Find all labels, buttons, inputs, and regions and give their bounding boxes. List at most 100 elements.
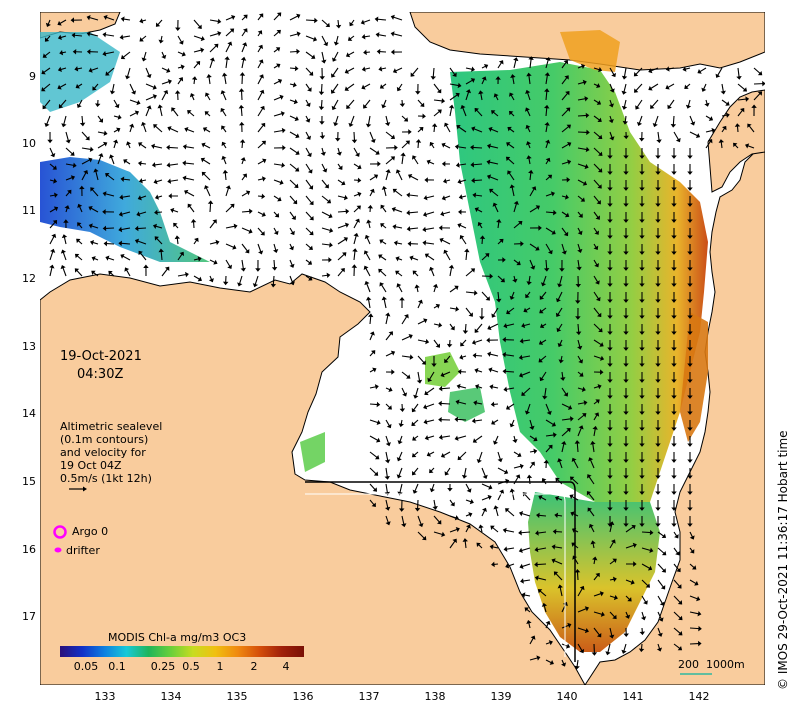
velocity-arrow-head	[698, 625, 702, 632]
velocity-arrow	[209, 221, 216, 229]
velocity-arrow	[398, 451, 403, 459]
velocity-arrow-head	[578, 359, 584, 364]
velocity-arrow-head	[534, 546, 539, 553]
velocity-arrow-head	[574, 569, 581, 573]
velocity-arrow-head	[623, 283, 629, 287]
velocity-arrow-head	[639, 235, 645, 239]
velocity-arrow-head	[695, 133, 701, 138]
velocity-arrow	[457, 435, 467, 439]
velocity-arrow-head	[158, 39, 164, 44]
velocity-arrow-head	[640, 616, 647, 621]
velocity-arrow	[193, 49, 202, 53]
velocity-arrow-head	[396, 474, 402, 479]
velocity-arrow-head	[399, 408, 406, 413]
velocity-arrow	[225, 16, 233, 21]
velocity-arrow-head	[454, 416, 459, 423]
velocity-arrow	[394, 190, 403, 197]
velocity-arrow	[505, 354, 515, 357]
velocity-arrow	[554, 546, 563, 549]
velocity-arrow	[273, 113, 283, 117]
velocity-arrow-head	[590, 440, 596, 445]
velocity-arrow-head	[255, 268, 261, 272]
velocity-arrow-head	[553, 571, 559, 576]
velocity-arrow	[369, 316, 372, 325]
velocity-arrow	[156, 179, 163, 183]
velocity-arrow-head	[607, 427, 613, 431]
velocity-arrow-head	[364, 234, 370, 240]
velocity-arrow	[526, 403, 531, 413]
velocity-arrow-head	[678, 615, 683, 621]
velocity-arrow-head	[506, 142, 511, 147]
velocity-arrow	[397, 171, 403, 181]
velocity-arrow	[333, 51, 339, 60]
velocity-arrow-head	[607, 235, 613, 239]
velocity-arrow-head	[77, 203, 83, 209]
velocity-arrow-head	[470, 161, 475, 168]
velocity-arrow-head	[123, 159, 128, 164]
velocity-arrow	[209, 32, 219, 37]
velocity-arrow	[465, 67, 473, 70]
velocity-arrow-head	[535, 205, 541, 210]
velocity-arrow	[545, 107, 548, 117]
map-panel[interactable]	[40, 12, 765, 685]
velocity-arrow	[747, 145, 755, 149]
velocity-arrow	[721, 99, 728, 105]
velocity-arrow	[529, 243, 538, 250]
velocity-arrow	[528, 157, 531, 165]
velocity-arrow	[193, 19, 201, 28]
velocity-arrow	[538, 514, 547, 517]
velocity-arrow-head	[555, 477, 560, 483]
velocity-arrow-head	[543, 268, 550, 272]
velocity-arrow	[717, 67, 723, 76]
velocity-arrow-head	[167, 178, 172, 184]
velocity-arrow	[106, 16, 115, 21]
velocity-arrow-head	[677, 645, 683, 651]
velocity-arrow	[506, 547, 515, 550]
velocity-arrow-head	[485, 296, 490, 301]
velocity-arrow-head	[86, 15, 91, 21]
velocity-arrow	[154, 163, 163, 166]
map-canvas[interactable]	[40, 12, 765, 685]
velocity-arrow-head	[474, 328, 479, 333]
velocity-arrow-head	[161, 54, 167, 59]
velocity-arrow-head	[488, 484, 493, 490]
velocity-arrow	[241, 175, 246, 181]
velocity-arrow	[545, 659, 552, 664]
velocity-arrow	[409, 211, 419, 214]
velocity-arrow-head	[119, 34, 124, 40]
velocity-arrow-head	[116, 127, 121, 133]
velocity-arrow-head	[689, 535, 695, 540]
velocity-arrow	[257, 178, 264, 181]
velocity-arrow	[77, 240, 83, 245]
velocity-arrow-head	[392, 224, 397, 230]
velocity-arrow-head	[502, 368, 507, 375]
velocity-arrow	[476, 369, 483, 373]
velocity-arrow-head	[655, 267, 661, 271]
velocity-arrow-head	[166, 144, 170, 151]
velocity-arrow-head	[539, 308, 544, 314]
velocity-arrow	[734, 144, 739, 149]
velocity-arrow	[364, 67, 371, 70]
velocity-arrow-head	[689, 549, 695, 554]
velocity-arrow-head	[184, 189, 189, 195]
velocity-arrow	[129, 126, 133, 133]
velocity-arrow	[686, 83, 691, 88]
velocity-arrow-head	[413, 394, 419, 399]
velocity-arrow-head	[296, 48, 300, 55]
velocity-arrow-head	[281, 127, 286, 134]
velocity-arrow	[477, 208, 483, 213]
velocity-arrow	[97, 143, 106, 149]
velocity-arrow	[353, 147, 359, 155]
velocity-arrow	[689, 531, 693, 538]
velocity-arrow-head	[595, 215, 600, 220]
velocity-arrow-head	[491, 420, 496, 425]
velocity-arrow	[510, 94, 515, 101]
velocity-arrow-head	[493, 93, 499, 98]
velocity-arrow	[561, 371, 564, 379]
velocity-arrow-head	[441, 142, 446, 148]
velocity-arrow	[335, 35, 339, 44]
velocity-arrow-head	[528, 169, 534, 174]
velocity-arrow	[365, 267, 371, 277]
velocity-arrow-head	[578, 425, 584, 430]
velocity-arrow	[513, 59, 517, 69]
